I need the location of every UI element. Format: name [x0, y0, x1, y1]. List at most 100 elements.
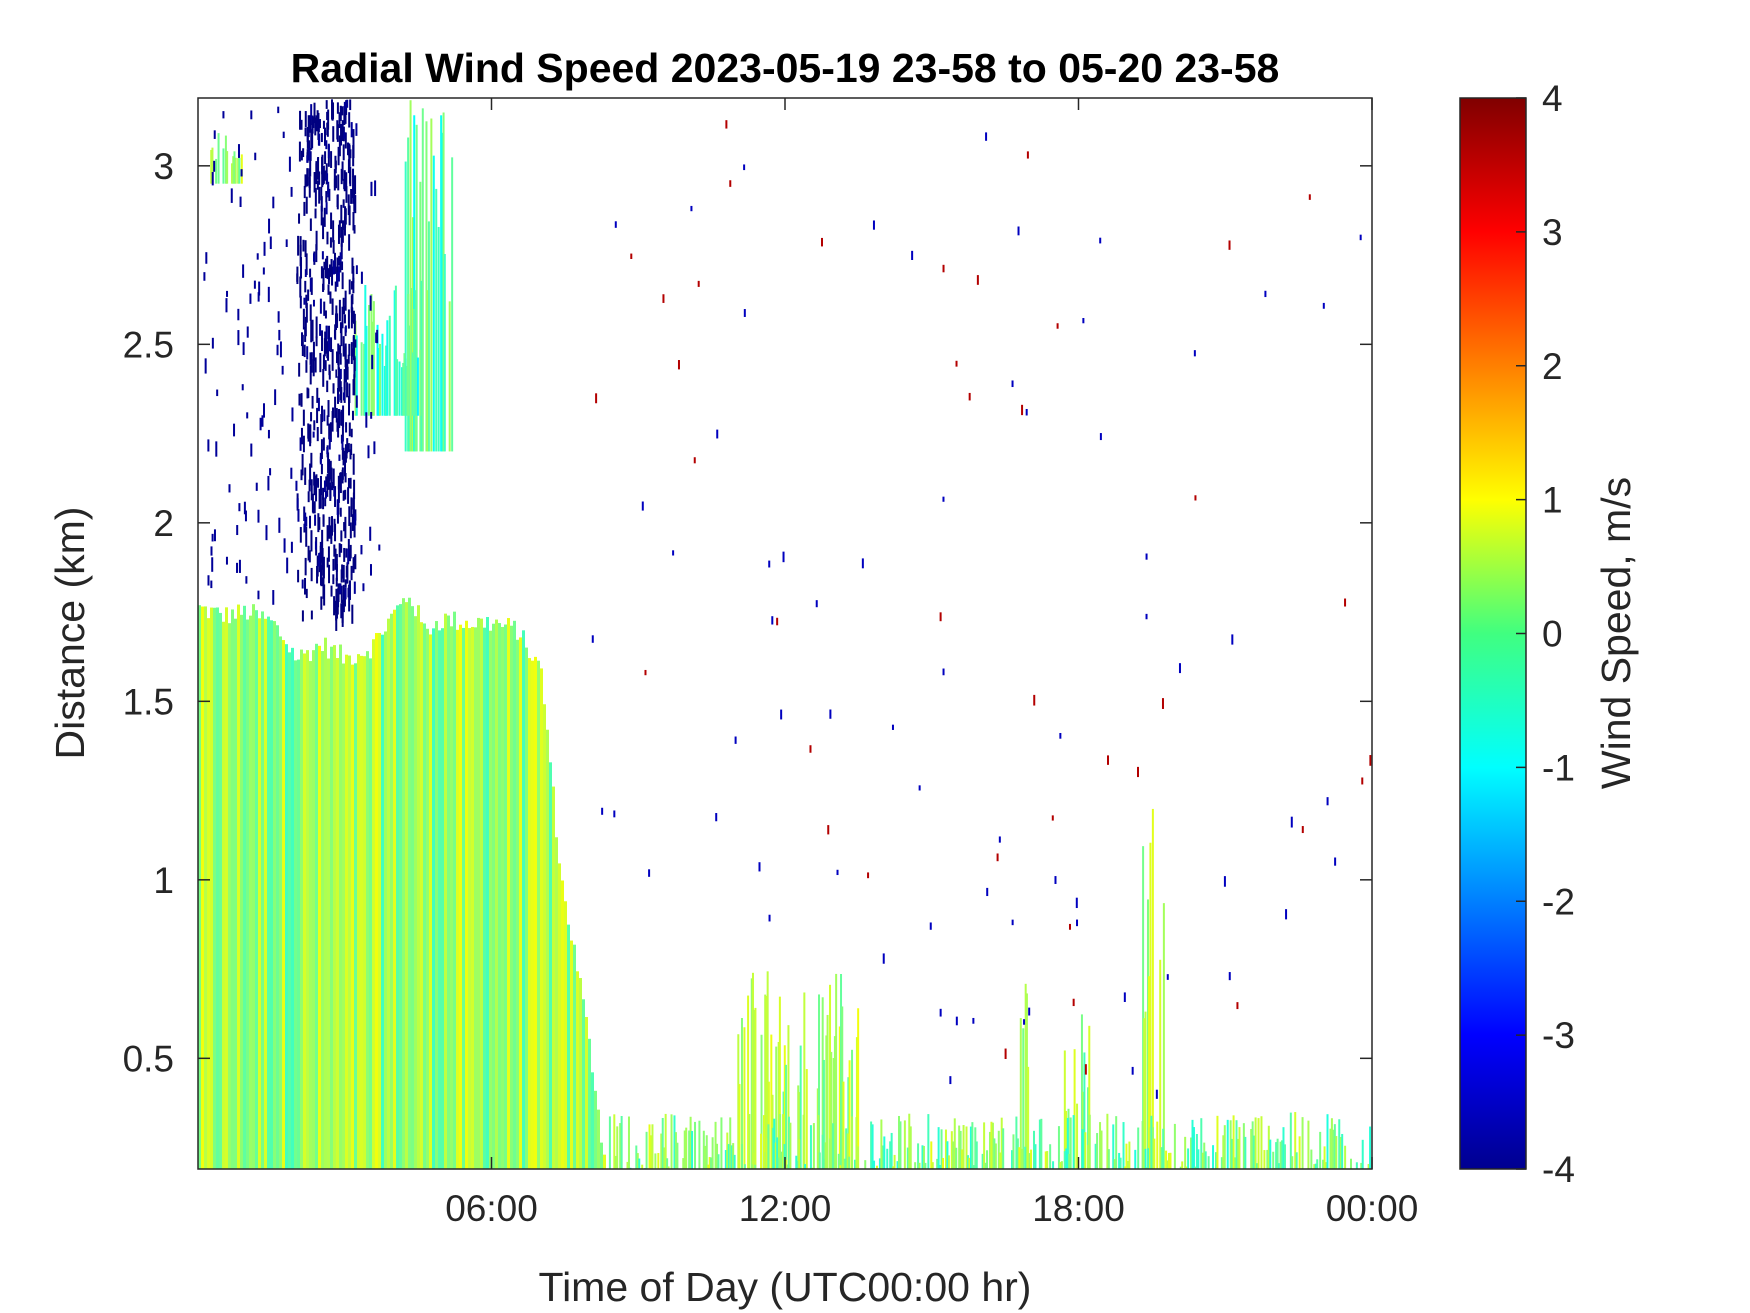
noise-speck	[911, 250, 914, 260]
negative-echo	[344, 579, 347, 588]
negative-echo	[312, 341, 315, 362]
negative-echo	[345, 548, 348, 558]
ground-echo	[1341, 1133, 1344, 1169]
echo-streak	[1143, 1018, 1146, 1169]
x-axis-title: Time of Day (UTC00:00 hr)	[539, 1264, 1032, 1310]
x-tick-label: 18:00	[1032, 1188, 1125, 1229]
ground-echo	[666, 1158, 669, 1169]
ground-echo	[1063, 1151, 1066, 1169]
negative-echo	[352, 492, 355, 512]
negative-echo	[344, 132, 347, 149]
negative-echo	[327, 343, 330, 361]
ground-echo	[1060, 1161, 1063, 1169]
ground-echo	[848, 1156, 851, 1169]
x-tick-label: 06:00	[445, 1188, 538, 1229]
negative-echo	[311, 319, 314, 342]
noise-speck	[955, 360, 958, 367]
negative-echo	[353, 225, 356, 234]
heatmap-column	[198, 605, 201, 1169]
ground-echo	[1256, 1163, 1259, 1169]
negative-echo	[321, 330, 324, 352]
noise-speck	[827, 825, 830, 835]
negative-echo	[305, 588, 308, 599]
ground-echo	[1049, 1144, 1052, 1169]
negative-echo	[339, 507, 342, 517]
ground-echo	[1146, 1167, 1149, 1169]
negative-echo	[325, 476, 328, 487]
negative-echo	[340, 226, 343, 247]
ground-echo	[1220, 1157, 1223, 1169]
echo-streak	[412, 352, 415, 416]
ground-echo	[1000, 1117, 1003, 1169]
negative-echo	[305, 526, 308, 547]
echo-streak	[409, 100, 412, 452]
negative-echo	[313, 501, 316, 514]
heatmap-column	[345, 654, 348, 1169]
negative-echo	[318, 171, 321, 185]
ground-echo	[670, 1114, 673, 1169]
echo-streak	[1162, 903, 1165, 1169]
ground-echo	[1330, 1118, 1333, 1169]
negative-echo	[341, 436, 344, 451]
ground-echo	[1072, 1115, 1075, 1169]
negative-echo	[335, 407, 338, 423]
ground-echo	[1260, 1116, 1263, 1169]
ground-echo	[1046, 1151, 1049, 1169]
heatmap-column	[561, 880, 564, 1169]
ground-echo	[1021, 1148, 1024, 1169]
noise-speck	[1056, 323, 1059, 329]
negative-echo	[256, 253, 259, 260]
negative-echo	[351, 514, 354, 531]
echo-streak	[799, 1045, 802, 1169]
negative-echo	[324, 310, 327, 319]
negative-echo	[348, 596, 351, 612]
negative-echo	[329, 482, 332, 501]
negative-echo	[340, 585, 343, 604]
ground-echo	[1191, 1119, 1194, 1169]
negative-echo	[350, 189, 353, 204]
echo-streak	[826, 1014, 829, 1169]
noise-speck	[734, 736, 737, 744]
negative-echo	[337, 224, 340, 244]
echo-streak	[832, 1057, 835, 1169]
heatmap-column	[498, 623, 501, 1169]
negative-echo	[237, 330, 240, 346]
negative-echo	[203, 272, 206, 281]
negative-echo	[336, 120, 339, 140]
ground-echo	[708, 1157, 711, 1169]
negative-echo	[332, 558, 335, 571]
heatmap-column	[384, 631, 387, 1169]
noise-speck	[1236, 1002, 1239, 1010]
heatmap-column	[225, 607, 228, 1169]
noise-speck	[1264, 290, 1267, 298]
negative-echo	[276, 344, 279, 356]
ground-echo	[1322, 1159, 1325, 1169]
negative-echo	[299, 276, 302, 298]
noise-speck	[1194, 495, 1197, 501]
ground-echo	[908, 1113, 911, 1169]
negative-echo	[299, 527, 302, 543]
ground-echo	[727, 1144, 730, 1169]
negative-echo	[324, 360, 327, 371]
heatmap-column	[315, 643, 318, 1169]
negative-echo	[327, 400, 330, 418]
negative-echo	[297, 569, 300, 583]
negative-echo	[323, 127, 326, 146]
heatmap-column	[534, 656, 537, 1169]
ground-echo	[614, 1155, 617, 1169]
negative-echo	[314, 117, 317, 136]
negative-echo	[311, 116, 314, 134]
heatmap-column	[327, 658, 330, 1169]
negative-echo	[320, 132, 323, 143]
noise-speck	[1099, 433, 1102, 441]
negative-echo	[304, 316, 307, 337]
heatmap-column	[381, 634, 384, 1169]
heatmap-column	[567, 924, 570, 1169]
ground-echo	[705, 1135, 708, 1169]
ground-echo	[1251, 1121, 1254, 1169]
noise-speck	[1028, 1007, 1031, 1016]
echo-streak	[226, 151, 229, 184]
echo-streak	[783, 1045, 786, 1169]
ground-echo	[773, 1118, 776, 1169]
negative-echo	[329, 291, 332, 304]
